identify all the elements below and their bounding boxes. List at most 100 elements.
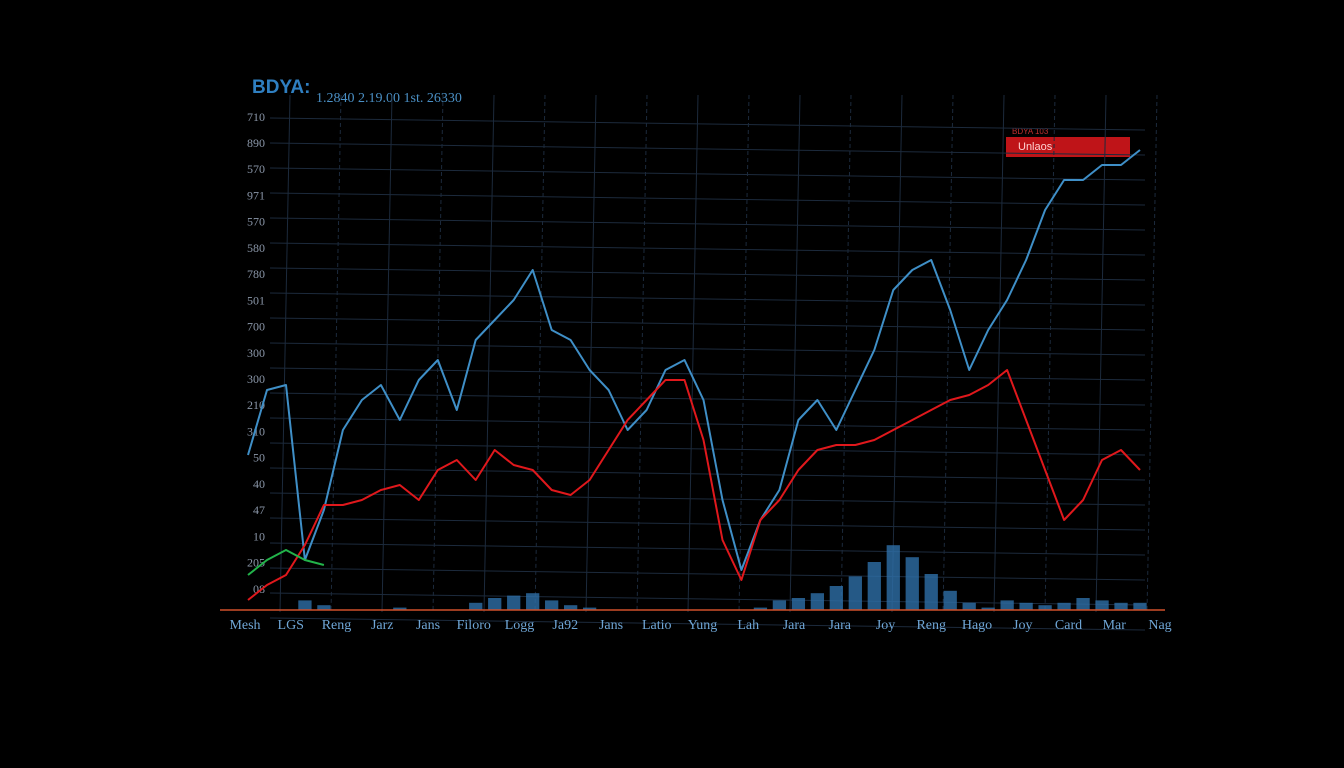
- grid-line: [269, 467, 1146, 481]
- x-axis-label: Ja92: [552, 618, 578, 633]
- volume-bar: [753, 607, 768, 610]
- chart-title: BDYA:: [252, 77, 310, 98]
- volume-bar: [1076, 598, 1090, 610]
- x-axis-label: Joy: [876, 618, 895, 633]
- volume-bar: [507, 595, 521, 610]
- grid-line: [269, 442, 1146, 456]
- grid-line: [789, 94, 801, 613]
- x-axis-label: Jara: [828, 618, 851, 633]
- volume-bar: [772, 600, 787, 610]
- volume-bar: [526, 593, 540, 610]
- x-axis-label: Hago: [962, 618, 992, 633]
- grid-line: [269, 542, 1146, 556]
- grid-line: [687, 94, 699, 613]
- volume-bar: [317, 605, 331, 610]
- y-axis-label: 501: [247, 293, 265, 307]
- grid-line: [1146, 94, 1158, 613]
- y-axis-label: 580: [247, 241, 265, 255]
- volume-bar: [981, 607, 995, 610]
- y-axis-label: 310: [247, 424, 265, 438]
- x-axis-label: Mesh: [229, 618, 260, 633]
- volume-bar: [924, 574, 938, 610]
- volume-bar: [1114, 602, 1128, 610]
- grid-line: [269, 267, 1146, 281]
- grid-line: [840, 94, 852, 613]
- grid-line: [993, 94, 1005, 613]
- x-axis-label: Jara: [783, 618, 806, 633]
- y-axis-label: 700: [247, 320, 265, 334]
- y-axis-label: 570: [247, 215, 265, 229]
- volume-bar: [848, 576, 862, 610]
- y-axis-label: 10: [253, 529, 265, 543]
- x-axis-label: LGS: [278, 618, 304, 633]
- grid-line: [269, 592, 1146, 606]
- volume-bar: [1000, 600, 1014, 610]
- volume-bar: [810, 593, 825, 610]
- y-axis-label: 890: [247, 136, 265, 150]
- grid-line: [381, 94, 393, 613]
- grid-line: [534, 94, 546, 613]
- grid-line: [269, 142, 1146, 156]
- grid-line: [330, 94, 342, 613]
- grid-line: [269, 192, 1146, 206]
- grid-line: [636, 94, 648, 613]
- y-axis-label: 47: [253, 503, 265, 517]
- y-axis-label: 300: [247, 372, 265, 386]
- y-axis-label: 50: [253, 451, 265, 465]
- volume-bar: [563, 605, 578, 610]
- volume-bar: [1057, 602, 1071, 610]
- y-axis-label: 570: [247, 162, 265, 176]
- x-axis-label: Reng: [916, 618, 946, 633]
- series-line: [247, 369, 1141, 601]
- volume-bar: [867, 562, 881, 610]
- series-line: [247, 549, 325, 576]
- legend: Unlaos: [1006, 137, 1130, 157]
- legend-box: [1006, 137, 1130, 157]
- volume-bar: [905, 557, 919, 610]
- y-axis-label: 971: [247, 188, 265, 202]
- grid-line: [269, 517, 1146, 531]
- series-line: [247, 149, 1141, 571]
- volume-bar: [393, 607, 407, 610]
- grid-line: [269, 567, 1146, 581]
- grid-line: [279, 94, 291, 613]
- x-axis-label: Latio: [642, 618, 672, 633]
- volume-bar: [943, 590, 957, 610]
- volume-bar: [1133, 602, 1147, 610]
- grid-line: [1095, 94, 1107, 613]
- volume-bar: [886, 545, 900, 610]
- volume-bar: [469, 602, 483, 610]
- grid-line: [269, 292, 1146, 306]
- volume-bar: [791, 598, 806, 610]
- y-axis-label: 780: [247, 267, 265, 281]
- volume-bar: [488, 598, 502, 610]
- x-axis-label: Joy: [1013, 618, 1032, 633]
- grid-line: [269, 367, 1146, 381]
- grid-line: [738, 94, 750, 613]
- y-axis-label: 710: [247, 110, 265, 124]
- x-axis-label: Filoro: [457, 618, 491, 633]
- grid-line: [269, 392, 1146, 406]
- volume-bar: [1019, 602, 1033, 610]
- chart-subtitle: 1.2840 2.19.00 1st. 26330: [316, 91, 462, 106]
- y-axis-label: 300: [247, 346, 265, 360]
- volume-bar: [962, 602, 976, 610]
- legend-label: Unlaos: [1018, 141, 1053, 153]
- volume-bar: [1038, 605, 1052, 610]
- grid-line: [269, 617, 1146, 631]
- grid-line: [269, 242, 1146, 256]
- x-axis-label: Jarz: [371, 618, 394, 633]
- grid-line: [891, 94, 903, 613]
- x-axis-label: Lah: [737, 618, 759, 633]
- x-axis-label: Logg: [505, 618, 535, 633]
- grid-line: [269, 167, 1146, 181]
- volume-bar: [298, 600, 312, 610]
- volume-bar: [1095, 600, 1109, 610]
- y-axis-label: 40: [253, 477, 265, 491]
- grid-line: [269, 492, 1146, 506]
- x-axis-label: Jans: [416, 618, 440, 633]
- x-axis-label: Card: [1055, 618, 1082, 633]
